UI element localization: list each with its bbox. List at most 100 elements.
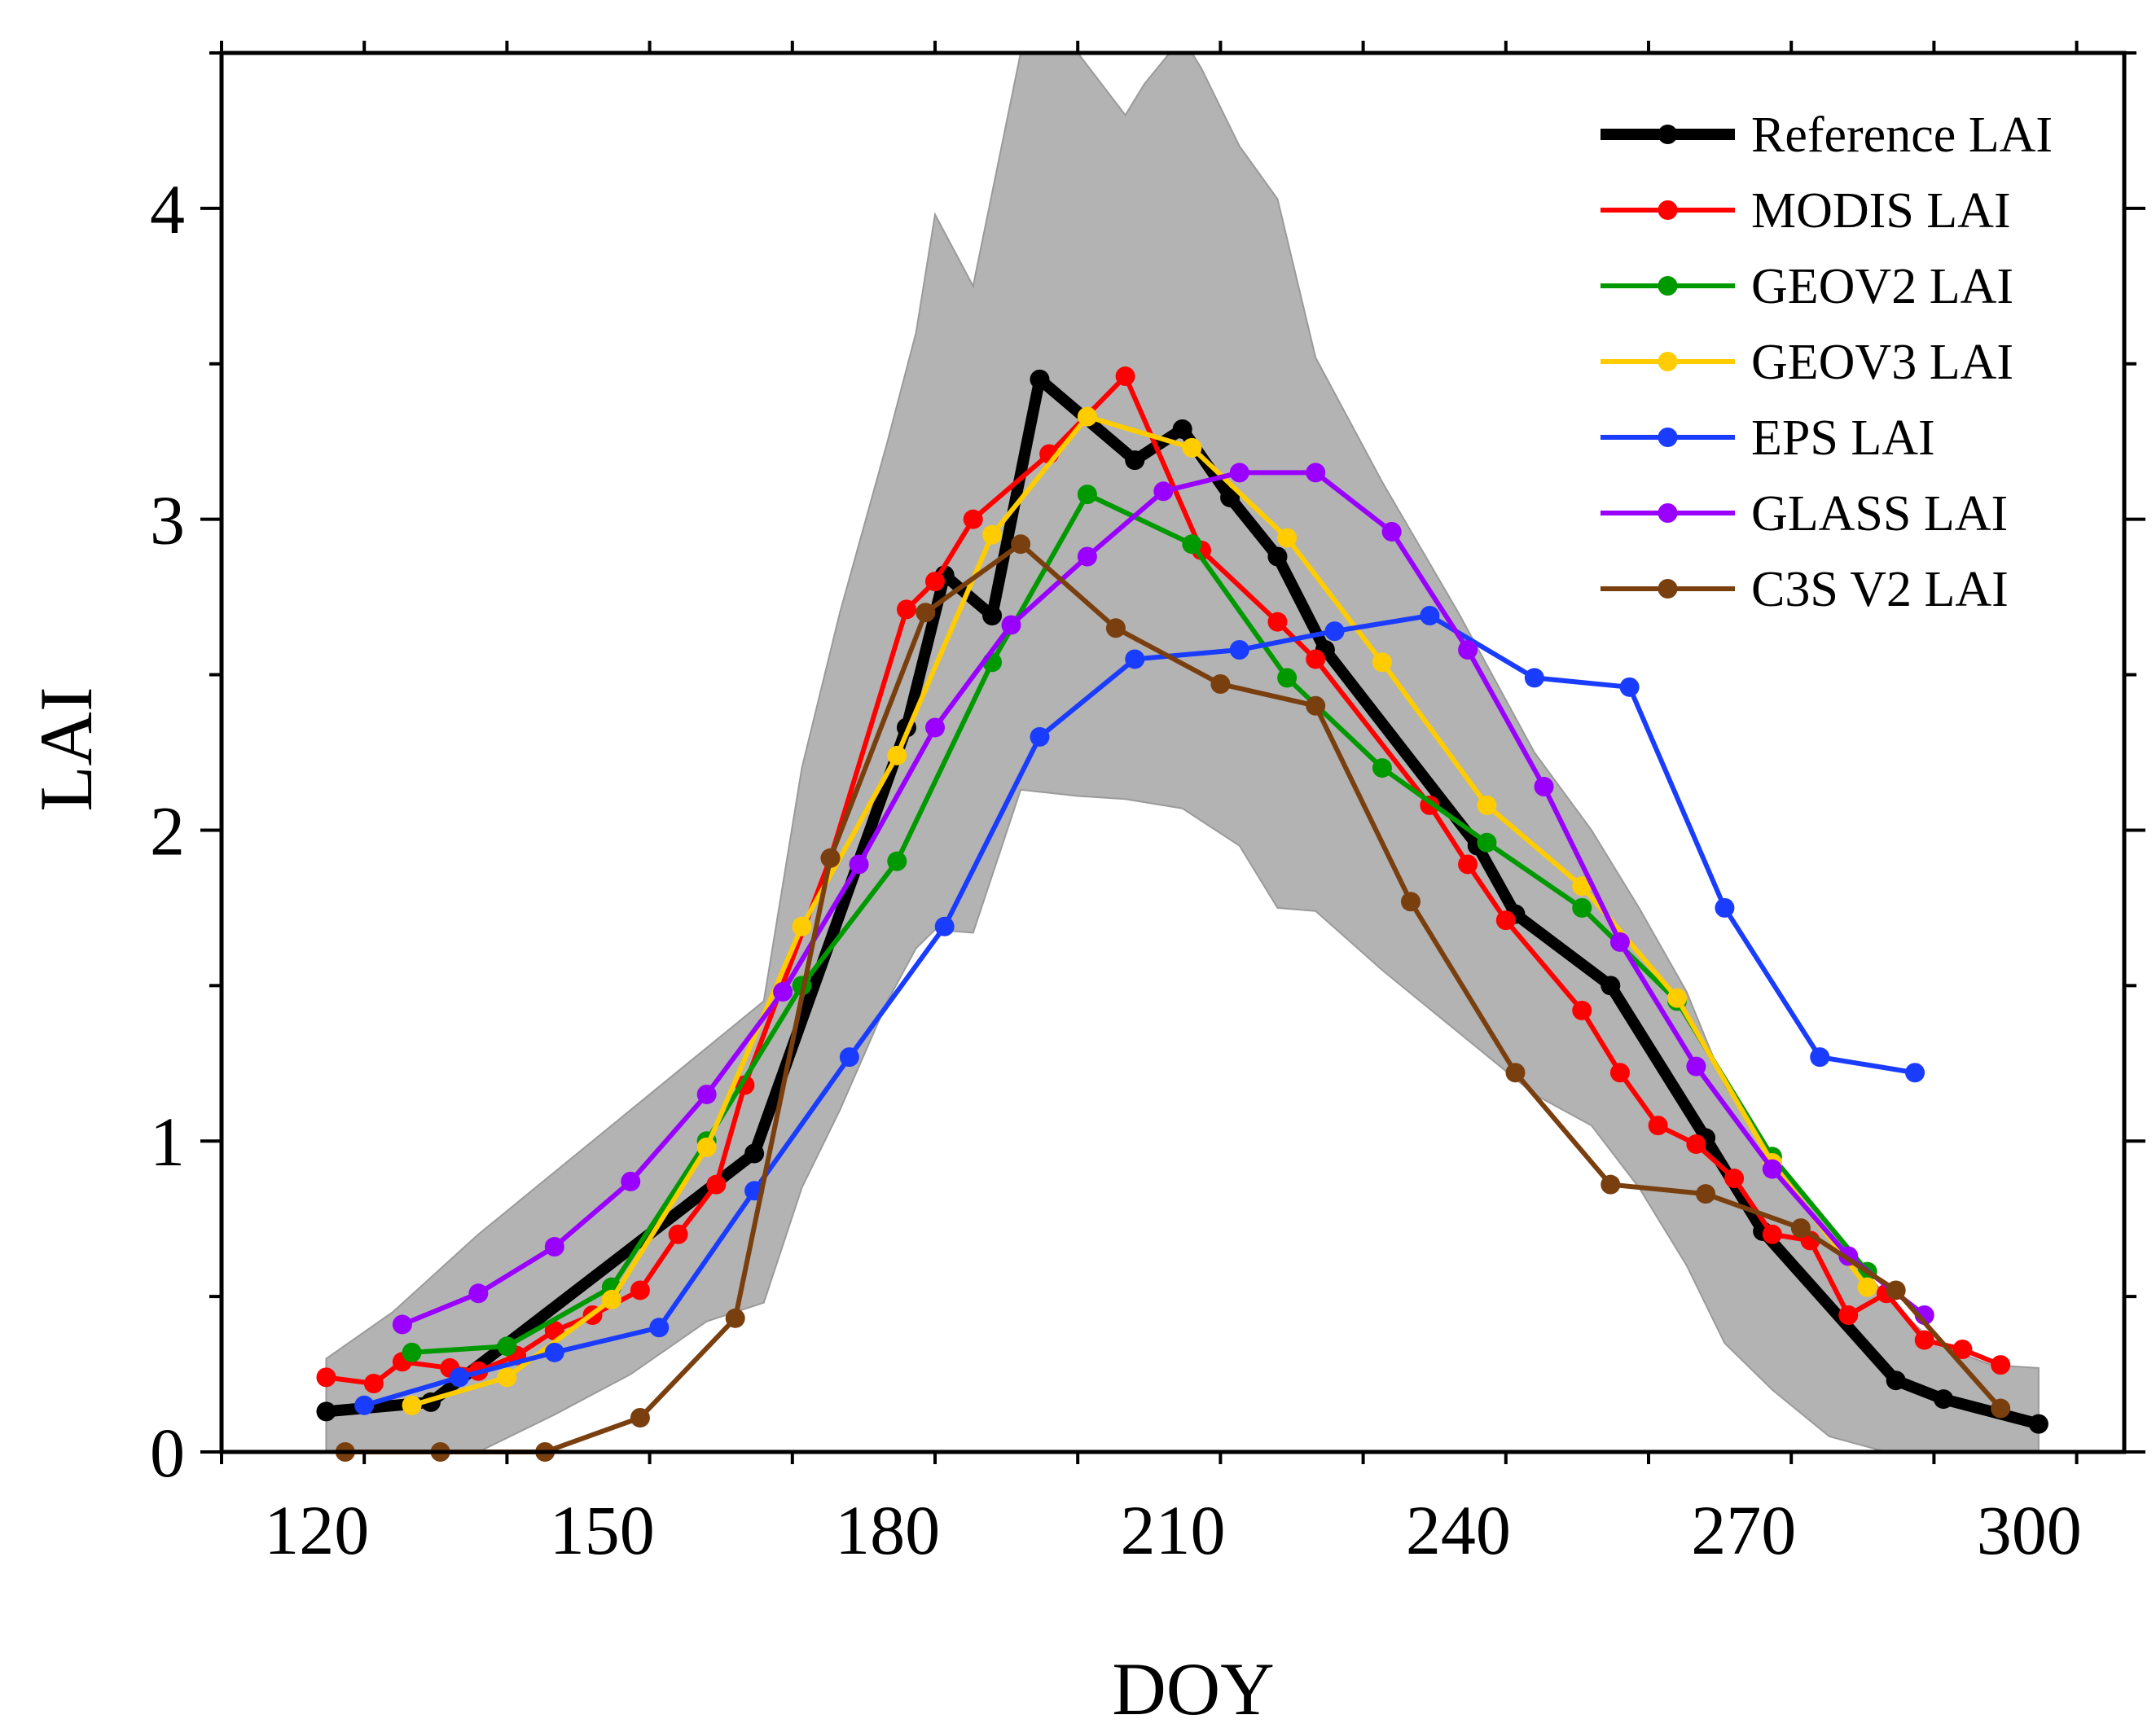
legend-label: GLASS LAI bbox=[1751, 486, 2008, 542]
data-point-reference-lai bbox=[1934, 1389, 1954, 1410]
data-point-geov2-lai bbox=[402, 1342, 422, 1362]
y-tick-label: 1 bbox=[150, 1103, 185, 1181]
data-point-c3s-v2-lai bbox=[1886, 1280, 1906, 1300]
data-point-eps-lai bbox=[934, 916, 955, 936]
data-point-eps-lai bbox=[544, 1342, 564, 1362]
legend-item-reference-lai: Reference LAI bbox=[1601, 107, 2053, 163]
data-point-glass-lai bbox=[1458, 640, 1478, 660]
data-point-c3s-v2-lai bbox=[1401, 892, 1421, 912]
data-point-geov2-lai bbox=[1077, 485, 1097, 505]
data-point-geov2-lai bbox=[1572, 897, 1592, 918]
data-point-modis-lai bbox=[1724, 1169, 1745, 1189]
y-tick-label: 4 bbox=[150, 170, 185, 248]
data-point-glass-lai bbox=[1077, 546, 1097, 567]
data-point-eps-lai bbox=[450, 1367, 469, 1388]
legend-swatch-marker bbox=[1658, 579, 1678, 599]
data-point-geov3-lai bbox=[982, 524, 1003, 545]
data-point-modis-lai bbox=[1762, 1224, 1782, 1244]
legend-item-eps-lai: EPS LAI bbox=[1601, 410, 1935, 466]
data-point-glass-lai bbox=[468, 1283, 489, 1304]
legend-label: GEOV3 LAI bbox=[1751, 335, 2013, 390]
data-point-glass-lai bbox=[1153, 481, 1174, 502]
plot-frame bbox=[219, 50, 2127, 1454]
legend-label: EPS LAI bbox=[1751, 410, 1935, 466]
data-point-c3s-v2-lai bbox=[725, 1308, 745, 1328]
legend-label: MODIS LAI bbox=[1751, 183, 2011, 239]
data-point-eps-lai bbox=[649, 1318, 670, 1338]
data-point-geov3-lai bbox=[887, 745, 907, 765]
data-point-glass-lai bbox=[1306, 463, 1326, 483]
data-point-reference-lai bbox=[1886, 1371, 1906, 1391]
data-point-modis-lai bbox=[630, 1280, 650, 1300]
data-point-eps-lai bbox=[1125, 649, 1145, 669]
data-point-glass-lai bbox=[925, 717, 945, 738]
data-point-eps-lai bbox=[839, 1047, 859, 1068]
legend-swatch-marker bbox=[1658, 503, 1678, 523]
legend-swatch-marker bbox=[1658, 428, 1678, 447]
x-tick-label: 240 bbox=[1406, 1491, 1511, 1569]
data-point-modis-lai bbox=[1572, 1000, 1592, 1020]
data-point-reference-lai bbox=[2028, 1414, 2048, 1434]
data-point-modis-lai bbox=[316, 1367, 336, 1388]
data-point-glass-lai bbox=[1534, 776, 1554, 796]
legend-swatch-marker bbox=[1658, 352, 1678, 371]
data-point-modis-lai bbox=[1495, 910, 1516, 931]
data-point-eps-lai bbox=[1905, 1063, 1925, 1083]
legend: Reference LAI MODIS LAI GEOV2 LAI GEOV3 LAI… bbox=[1601, 107, 2053, 617]
data-point-modis-lai bbox=[1991, 1355, 2011, 1375]
data-point-c3s-v2-lai bbox=[1991, 1398, 2011, 1419]
data-point-eps-lai bbox=[1619, 677, 1640, 697]
data-point-geov3-lai bbox=[696, 1137, 717, 1157]
data-point-glass-lai bbox=[696, 1084, 717, 1104]
data-point-glass-lai bbox=[544, 1237, 564, 1257]
legend-swatch-marker bbox=[1658, 125, 1678, 144]
data-point-glass-lai bbox=[621, 1171, 641, 1191]
data-point-reference-lai bbox=[1030, 369, 1050, 389]
data-point-c3s-v2-lai bbox=[1011, 534, 1031, 555]
data-point-reference-lai bbox=[1125, 450, 1145, 471]
data-point-modis-lai bbox=[1838, 1305, 1859, 1326]
series-modis-lai bbox=[316, 366, 2011, 1394]
data-point-modis-lai bbox=[1609, 1063, 1630, 1083]
data-point-modis-lai bbox=[1686, 1134, 1706, 1155]
data-point-geov2-lai bbox=[1182, 534, 1202, 555]
data-point-geov3-lai bbox=[1077, 406, 1097, 427]
legend-item-modis-lai: MODIS LAI bbox=[1601, 183, 2011, 239]
data-point-glass-lai bbox=[1229, 463, 1249, 483]
data-point-reference-lai bbox=[316, 1401, 336, 1422]
data-point-geov2-lai bbox=[1477, 832, 1497, 853]
data-point-modis-lai bbox=[1458, 854, 1478, 875]
data-point-geov3-lai bbox=[497, 1367, 517, 1388]
data-point-c3s-v2-lai bbox=[1210, 674, 1231, 695]
data-point-geov2-lai bbox=[497, 1336, 517, 1357]
legend-item-geov3-lai: GEOV3 LAI bbox=[1601, 335, 2013, 390]
data-point-modis-lai bbox=[363, 1374, 384, 1394]
legend-item-c3s-v2-lai: C3S V2 LAI bbox=[1601, 562, 2009, 617]
legend-item-geov2-lai: GEOV2 LAI bbox=[1601, 259, 2013, 314]
range-band bbox=[325, 53, 2040, 1452]
data-point-geov3-lai bbox=[402, 1395, 422, 1415]
data-point-geov2-lai bbox=[1372, 758, 1392, 778]
data-point-c3s-v2-lai bbox=[1105, 618, 1126, 638]
data-point-glass-lai bbox=[1381, 521, 1402, 542]
data-point-geov3-lai bbox=[1277, 528, 1298, 548]
data-point-glass-lai bbox=[392, 1314, 412, 1335]
data-point-modis-lai bbox=[1267, 612, 1288, 632]
y-axis-title: LAI bbox=[24, 686, 108, 811]
data-point-modis-lai bbox=[1648, 1116, 1668, 1136]
data-point-c3s-v2-lai bbox=[1696, 1184, 1716, 1204]
data-point-c3s-v2-lai bbox=[916, 603, 936, 623]
data-point-modis-lai bbox=[1952, 1340, 1973, 1360]
data-point-geov3-lai bbox=[1372, 652, 1392, 673]
data-point-geov3-lai bbox=[1572, 876, 1592, 897]
data-point-modis-lai bbox=[668, 1224, 688, 1244]
legend-item-glass-lai: GLASS LAI bbox=[1601, 486, 2008, 542]
data-point-eps-lai bbox=[1420, 606, 1440, 626]
data-point-glass-lai bbox=[1762, 1159, 1782, 1179]
data-point-geov3-lai bbox=[1857, 1277, 1877, 1297]
data-point-reference-lai bbox=[1172, 419, 1192, 439]
data-point-geov2-lai bbox=[887, 851, 907, 871]
series-line-c3s-v2-lai bbox=[342, 542, 2004, 1454]
data-point-glass-lai bbox=[849, 854, 869, 875]
data-point-eps-lai bbox=[1524, 668, 1544, 688]
